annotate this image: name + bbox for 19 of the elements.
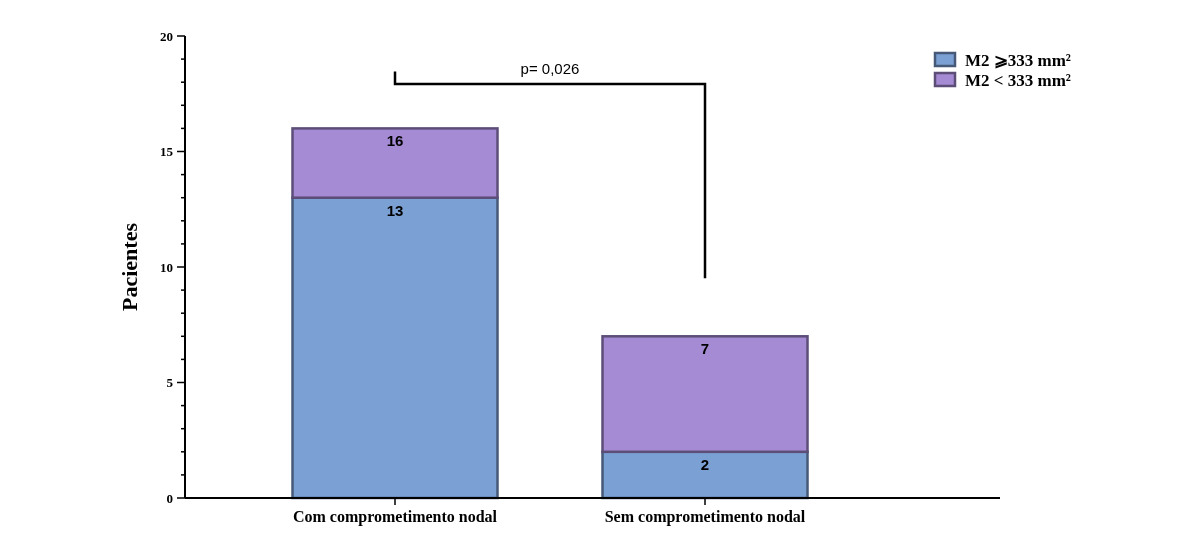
legend-label: M2 < 333 mm² xyxy=(965,70,1071,90)
y-tick-label: 15 xyxy=(160,144,174,160)
bar xyxy=(601,450,809,500)
y-tick-label: 5 xyxy=(166,375,174,391)
x-tick-label: Com comprometimento nodal xyxy=(292,508,498,526)
bar xyxy=(291,196,499,500)
y-tick-label: 0 xyxy=(166,490,173,506)
bar xyxy=(291,127,499,199)
legend-label: M2 ⩾333 mm² xyxy=(965,50,1071,70)
y-tick-label: 20 xyxy=(160,28,173,44)
y-axis-title: Pacientes xyxy=(117,222,142,311)
annotation: p= 0,026 xyxy=(520,60,580,77)
bar xyxy=(601,335,809,454)
y-tick-label: 10 xyxy=(160,259,173,275)
data-label: 2 xyxy=(700,455,710,473)
data-label: 13 xyxy=(386,201,404,219)
x-tick-label: Sem comprometimento nodal xyxy=(604,508,806,526)
total-label: 16 xyxy=(386,132,404,150)
total-label: 7 xyxy=(700,340,710,358)
